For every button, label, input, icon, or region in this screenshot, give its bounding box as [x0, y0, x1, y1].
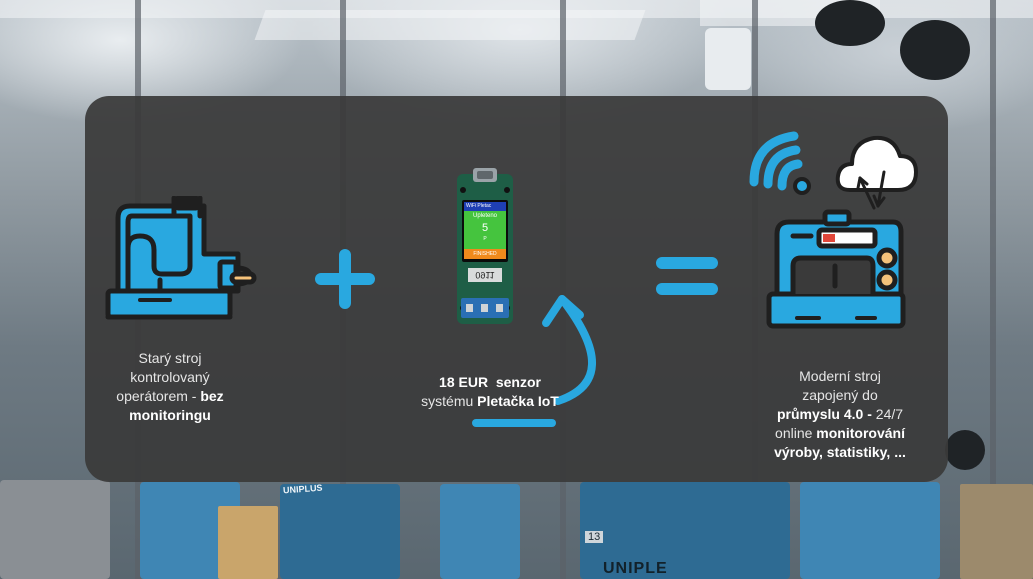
left-caption: Starý stroj kontrolovaný operátorem - be… [95, 349, 245, 425]
left-caption-line2: kontrolovaný [130, 369, 210, 385]
plus-icon [313, 247, 377, 311]
right-caption-line5-bold: výroby, statistiky, ... [774, 444, 906, 460]
right-caption-line3-bold: průmyslu 4.0 - [776, 406, 872, 422]
right-caption-line3-plain: 24/7 [871, 406, 904, 422]
right-caption-line4-plain: online [775, 425, 817, 441]
device-count: 5 [481, 222, 489, 234]
wifi-icon [748, 128, 828, 198]
middle-caption-line1: 18 EUR senzor [439, 374, 541, 390]
left-caption-line1: Starý stroj [138, 350, 202, 366]
right-caption: Moderní stroj zapojený do průmyslu 4.0 -… [755, 367, 925, 462]
cloud-sync-icon [834, 128, 920, 212]
device-status: Upleteno [472, 213, 498, 219]
right-caption-line2: zapojený do [802, 387, 878, 403]
device-unit: P [483, 236, 487, 242]
left-caption-line3-plain: operátorem - [116, 388, 201, 404]
iot-sensor-board: WiFi Pletac Upleteno 5 P FINISHED 0911 [453, 168, 517, 328]
sign-number: 13 [585, 531, 604, 543]
device-header: WiFi Pletac [466, 203, 492, 209]
right-caption-line4-bold: monitorování [816, 425, 905, 441]
middle-caption-line2-bold: Pletačka IoT [477, 393, 559, 409]
equals-icon [654, 253, 720, 301]
sewing-machine-icon [100, 196, 260, 326]
left-caption-line4-bold: monitoringu [129, 407, 211, 423]
curved-arrow-icon [468, 285, 618, 435]
middle-caption-line2-plain: systému [421, 393, 478, 409]
device-state: FINISHED [473, 251, 497, 257]
right-caption-line1: Moderní stroj [799, 368, 881, 384]
middle-caption: 18 EUR senzor systému Pletačka IoT [400, 373, 580, 411]
bottom-brand: UNIPLE [603, 560, 668, 577]
modern-sewing-machine-icon [763, 208, 911, 334]
device-id-label: 0911 [475, 270, 495, 280]
left-caption-line3-bold: bez [200, 388, 224, 404]
